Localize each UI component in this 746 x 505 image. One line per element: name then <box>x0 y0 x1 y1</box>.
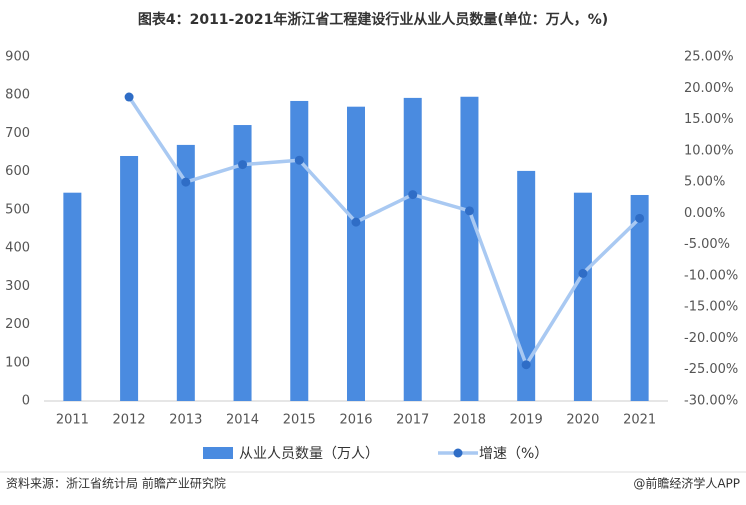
credit: @前瞻经济学人APP <box>633 476 740 491</box>
x-tick-label: 2017 <box>396 413 429 428</box>
bar <box>347 106 365 401</box>
bar <box>63 192 82 401</box>
x-tick-label: 2014 <box>226 413 259 428</box>
bar <box>120 155 139 401</box>
x-tick-label: 2012 <box>113 413 146 428</box>
y-tick-label: 600 <box>5 164 30 179</box>
x-tick-label: 2013 <box>169 413 202 428</box>
x-tick-label: 2020 <box>566 413 599 428</box>
y2-tick-label: 10.00% <box>684 143 734 158</box>
x-tick-label: 2016 <box>339 413 372 428</box>
y2-tick-label: 25.00% <box>684 50 734 65</box>
y2-tick-label: 0.00% <box>684 206 725 221</box>
bar <box>630 194 649 401</box>
y-tick-label: 0 <box>22 394 30 409</box>
line-marker <box>181 177 191 187</box>
y-tick-label: 200 <box>5 317 30 332</box>
legend-label: 增速（%） <box>479 446 548 462</box>
source: 资料来源：浙江省统计局 前瞻产业研究院 <box>6 476 226 491</box>
x-tick-label: 2011 <box>56 413 89 428</box>
line-marker <box>635 213 645 223</box>
x-tick-label: 2015 <box>283 413 316 428</box>
legend-swatch <box>203 447 233 459</box>
y2-tick-label: -25.00% <box>684 362 738 377</box>
x-tick-label: 2019 <box>510 413 543 428</box>
x-tick-label: 2021 <box>623 413 656 428</box>
y-tick-label: 800 <box>5 88 30 103</box>
line <box>127 96 641 369</box>
line-marker <box>294 155 304 165</box>
legend-marker <box>453 448 463 458</box>
bar <box>460 96 479 402</box>
y2-tick-label: -30.00% <box>684 394 738 409</box>
chart-title: 图表4：2011-2021年浙江省工程建设行业从业人员数量(单位：万人，%) <box>138 11 608 28</box>
line-marker <box>238 160 248 170</box>
legend-label: 从业人员数量（万人） <box>239 446 379 462</box>
bar <box>233 125 252 401</box>
y-tick-label: 100 <box>5 355 30 370</box>
line-marker <box>351 217 361 227</box>
bar <box>517 170 536 401</box>
y2-tick-label: 15.00% <box>684 112 734 127</box>
y2-tick-label: 5.00% <box>684 175 725 190</box>
y-tick-label: 700 <box>5 126 30 141</box>
y2-tick-label: -10.00% <box>684 268 738 283</box>
bar <box>290 100 309 401</box>
bar <box>403 97 422 402</box>
y-tick-label: 300 <box>5 279 30 294</box>
y2-tick-label: 20.00% <box>684 81 734 96</box>
line-marker <box>124 92 134 102</box>
line-marker <box>408 190 418 200</box>
y-tick-label: 400 <box>5 241 30 256</box>
bar <box>176 144 195 401</box>
line-marker <box>464 206 474 216</box>
y-tick-label: 500 <box>5 202 30 217</box>
x-tick-label: 2018 <box>453 413 486 428</box>
y2-tick-label: -20.00% <box>684 331 738 346</box>
y2-tick-label: -5.00% <box>684 237 730 252</box>
y-tick-label: 900 <box>5 50 30 65</box>
y2-tick-label: -15.00% <box>684 300 738 315</box>
bar <box>573 192 592 401</box>
line-marker <box>578 268 588 278</box>
line-marker <box>521 360 531 370</box>
